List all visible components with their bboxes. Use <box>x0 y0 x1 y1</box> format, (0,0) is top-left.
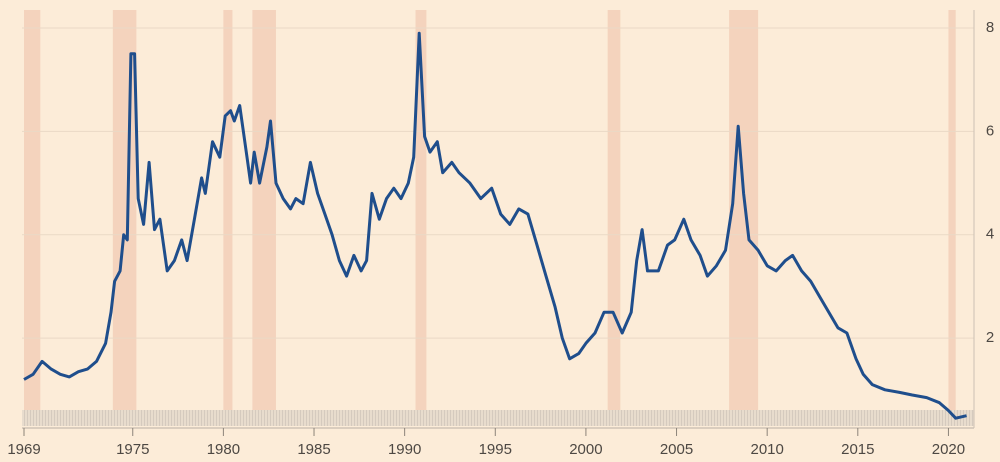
data-line <box>23 31 967 420</box>
y-tick-label: 2 <box>986 329 994 346</box>
recession-band <box>112 10 137 410</box>
y-tick-label: 8 <box>986 19 994 36</box>
x-tick-label: 1969 <box>7 441 40 458</box>
recession-band <box>223 10 233 410</box>
x-tick-label: 2015 <box>841 441 874 458</box>
baseline-strip <box>22 410 974 426</box>
y-tick-label: 6 <box>986 122 994 139</box>
x-tick-label: 1985 <box>297 441 330 458</box>
recession-band <box>252 10 276 410</box>
y-tick-label: 4 <box>986 226 994 243</box>
recession-band <box>607 10 621 410</box>
x-tick-label: 1990 <box>388 441 421 458</box>
recession-band <box>948 10 956 410</box>
x-tick-label: 2020 <box>932 441 965 458</box>
x-tick-label: 1980 <box>207 441 240 458</box>
x-tick-label: 1975 <box>116 441 149 458</box>
x-tick-label: 2010 <box>750 441 783 458</box>
recession-band <box>729 10 759 410</box>
x-tick-label: 2005 <box>660 441 693 458</box>
x-tick-label: 1995 <box>479 441 512 458</box>
recession-band <box>24 10 41 410</box>
recession-band <box>415 10 427 410</box>
x-tick-label: 2000 <box>569 441 602 458</box>
